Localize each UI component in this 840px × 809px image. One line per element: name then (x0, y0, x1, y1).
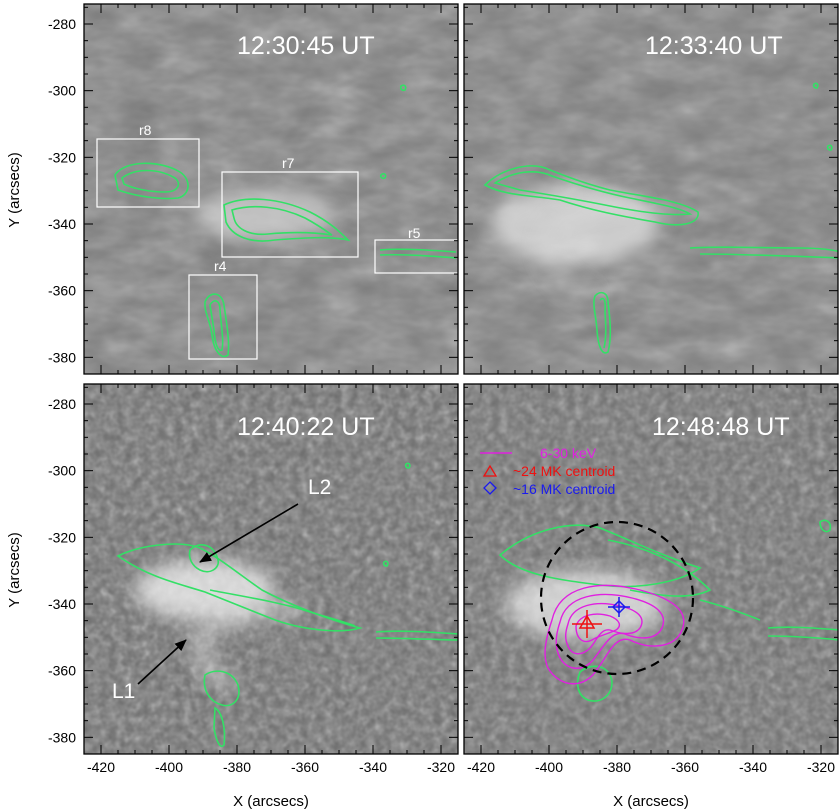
triangle-marker (578, 614, 596, 629)
diamond-icon (483, 481, 497, 495)
region-label-r4: r4 (214, 258, 227, 274)
y-tick-label: -320 (48, 149, 76, 165)
x-tick-label: -320 (427, 759, 455, 775)
panel-2-texture (464, 4, 838, 374)
x-tick-label: -420 (467, 759, 495, 775)
panel-1-region-boxes (96, 138, 458, 360)
region-box-r8 (96, 138, 200, 208)
panel-2-contours (483, 82, 838, 354)
y-tick-label: -300 (48, 83, 76, 99)
panel-1-timestamp: 12:30:45 UT (237, 32, 375, 60)
y-tick-label: -380 (48, 729, 76, 745)
panel-4-texture (464, 384, 838, 754)
region-box-r7 (221, 171, 359, 258)
legend-item-24mk: ~24 MK centroid (513, 463, 615, 479)
hard-xray-contours (544, 584, 685, 685)
region-label-r7: r7 (282, 155, 295, 171)
x-tick-label: -340 (359, 759, 387, 775)
panel-top-left: r8 r7 r5 r4 12:30:45 UT (84, 4, 458, 374)
x-tick-label: -400 (535, 759, 563, 775)
x-tick-label: -360 (291, 759, 319, 775)
centroid-16mk (608, 597, 630, 617)
y-tick-label: -360 (48, 663, 76, 679)
legend-item-16mk: ~16 MK centroid (513, 481, 615, 497)
panel-4-bright-loop (505, 570, 665, 640)
panel-3-texture (84, 384, 458, 754)
y-tick-label: -380 (48, 349, 76, 365)
y-tick-label: -300 (48, 463, 76, 479)
loop-label-l1: L1 (112, 680, 135, 703)
y-tick-label: -340 (48, 216, 76, 232)
panel-4-timestamp: 12:48:48 UT (652, 413, 790, 441)
panel-bottom-left: L2 L1 12:40:22 UT (84, 384, 458, 754)
y-axis-title-bottom: Y (arcsecs) (6, 532, 23, 608)
x-tick-label: -320 (807, 759, 835, 775)
panel-top-right: 12:33:40 UT (464, 4, 838, 374)
y-tick-label: -340 (48, 596, 76, 612)
x-tick-label: -420 (87, 759, 115, 775)
panel-1-contours (114, 84, 457, 358)
centroid-24mk (572, 610, 602, 638)
l2-arrow (199, 503, 299, 563)
x-tick-label: -380 (603, 759, 631, 775)
diamond-marker (611, 599, 627, 615)
y-axis-title-top: Y (arcsecs) (6, 152, 23, 228)
y-tick-label: -320 (48, 529, 76, 545)
panel-2-timestamp: 12:33:40 UT (645, 32, 783, 60)
panel-4-contours (498, 519, 838, 702)
region-box-r5 (374, 239, 458, 274)
legend: 6-30 keV ~24 MK centroid ~16 MK centroid (480, 445, 615, 497)
x-tick-label: -400 (155, 759, 183, 775)
region-label-r8: r8 (139, 122, 152, 138)
y-tick-label: -280 (48, 16, 76, 32)
y-tick-label: -280 (48, 396, 76, 412)
region-label-r5: r5 (408, 225, 421, 241)
x-axis-title-right: X (arcsecs) (613, 793, 689, 809)
legend-item-hxr: 6-30 keV (540, 445, 597, 461)
triangle-icon (482, 464, 498, 477)
y-tick-label: -360 (48, 283, 76, 299)
x-tick-label: -380 (223, 759, 251, 775)
l1-arrow (137, 639, 187, 685)
panel-1-texture (84, 4, 458, 374)
x-axis-title-left: X (arcsecs) (233, 793, 309, 809)
axes-layer: -280 -300 -320 -340 -360 -380 -280 -300 -320 -340… (48, 3, 839, 775)
panel-bottom-right: 6-30 keV ~24 MK centroid ~16 MK centroid… (464, 384, 838, 754)
region-box-r4 (188, 274, 258, 360)
x-tick-label: -340 (739, 759, 767, 775)
panel-3-timestamp: 12:40:22 UT (237, 413, 375, 441)
panel-3-contours (116, 462, 458, 747)
dashed-circle (539, 520, 695, 676)
x-tick-label: -360 (671, 759, 699, 775)
loop-label-l2: L2 (308, 476, 331, 499)
